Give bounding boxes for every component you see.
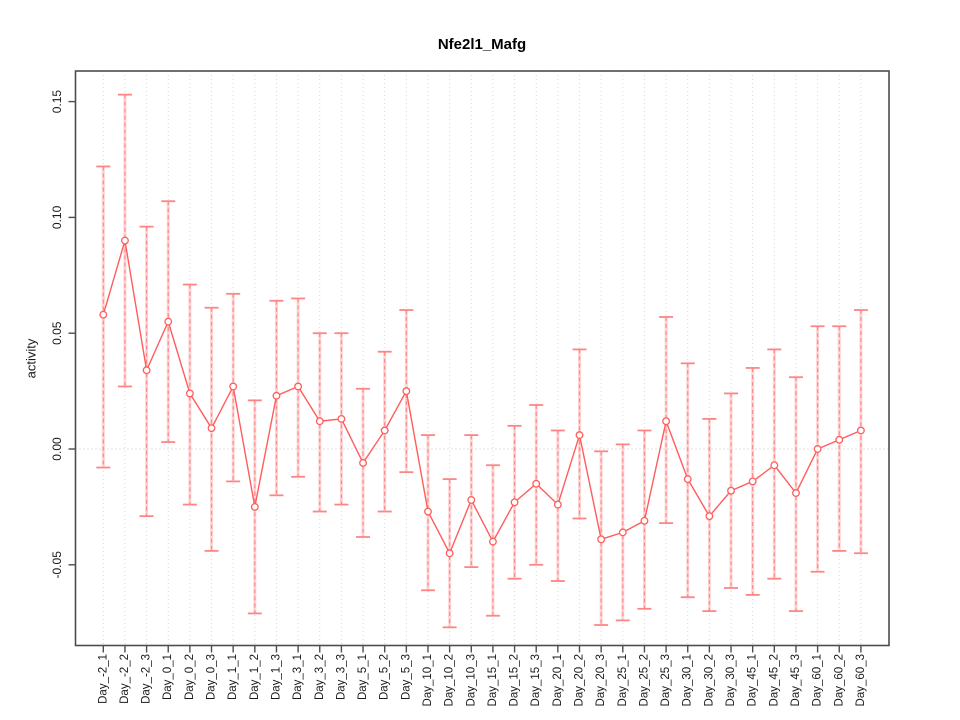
x-tick-label: Day_15_3 [530,654,542,706]
data-point [813,445,822,453]
x-tick-label: Day_-2_2 [119,654,131,704]
x-tick-label: Day_5_2 [379,654,391,700]
data-point [488,537,497,546]
plot-box [74,70,890,647]
x-tick-label: Day_30_3 [725,654,737,706]
data-point [337,414,346,423]
x-tick-label: Day_1_1 [227,654,239,700]
data-point [770,461,779,470]
data-point [294,382,303,391]
x-tick-label: Day_25_3 [660,654,672,706]
x-tick-label: Day_0_2 [184,654,196,700]
x-tick-label: Day_25_1 [617,654,629,706]
data-point [142,366,151,375]
x-tick-label: Day_-2_3 [141,654,153,704]
data-points [99,236,865,558]
y-tick-label: 0.05 [50,321,64,345]
x-tick-label: Day_-2_1 [97,654,109,704]
data-point [510,498,519,507]
x-tick-label: Day_3_2 [314,654,326,700]
x-tick-label: Day_45_1 [747,654,759,706]
x-tick-label: Day_1_3 [270,654,282,700]
x-tick-label: Day_5_3 [400,654,412,700]
data-point [424,507,432,516]
x-tick-label: Day_1_2 [249,654,261,700]
data-point [792,489,800,497]
data-point [683,475,692,484]
data-point [727,486,735,495]
data-point [164,317,173,326]
gridlines [102,71,862,646]
data-point [402,387,411,396]
data-point [467,496,476,504]
y-tick-label: 0.00 [50,437,64,461]
x-tick-label: Day_3_3 [335,654,347,700]
x-tick-label: Day_3_1 [292,654,304,700]
data-point [662,417,671,426]
chart-title: Nfe2l1_Mafg [437,36,527,53]
x-tick-label: Day_10_2 [444,654,456,706]
x-tick-label: Day_5_1 [357,654,369,700]
data-point [856,426,865,435]
data-point [553,500,562,509]
data-point [250,502,259,511]
x-tick-label: Day_30_1 [682,654,694,706]
data-point [359,458,367,467]
x-tick-label: Day_45_3 [790,654,802,706]
x-tick-label: Day_20_2 [574,654,586,706]
x-tick-label: Day_20_3 [595,654,607,706]
data-point [445,549,454,558]
y-tick-label: -0.05 [50,551,64,579]
data-point [207,424,216,433]
x-tick-label: Day_15_1 [487,654,499,706]
x-tick-label: Day_25_2 [638,654,650,706]
series-line [102,240,862,555]
data-point [185,389,194,398]
data-point [272,391,281,400]
x-tick-label: Day_20_1 [552,654,564,706]
data-point [575,431,584,440]
data-point [640,516,649,525]
x-tick-label: Day_10_1 [422,654,434,706]
x-tick-label: Day_0_3 [206,654,218,700]
data-point [229,382,238,391]
x-tick-label: Day_60_1 [812,654,824,706]
x-tick-label: Day_45_2 [768,654,780,706]
x-axis: Day_-2_1 Day_-2_2 Day_-2_3 Day_0_1 Day_0_2 Da… [97,645,867,706]
y-tick-label: 0.15 [50,90,64,114]
data-point [835,435,844,444]
data-point [748,477,757,486]
data-point [99,310,108,319]
data-point [315,417,324,426]
x-tick-label: Day_0_1 [162,654,174,700]
data-point [380,426,389,435]
data-point [618,528,627,537]
x-tick-label: Day_30_2 [703,654,715,706]
data-point [705,512,714,521]
y-tick-label: 0.10 [50,205,64,229]
data-point [597,535,606,544]
x-tick-label: Day_15_2 [509,654,521,706]
x-tick-label: Day_10_3 [465,654,477,706]
x-tick-label: Day_60_3 [855,654,867,706]
data-point [532,479,541,488]
error-bars [96,93,868,629]
data-point [120,236,129,245]
x-tick-label: Day_60_2 [833,654,845,706]
y-axis: -0.05 0.00 0.05 0.10 0.15 [50,90,76,579]
